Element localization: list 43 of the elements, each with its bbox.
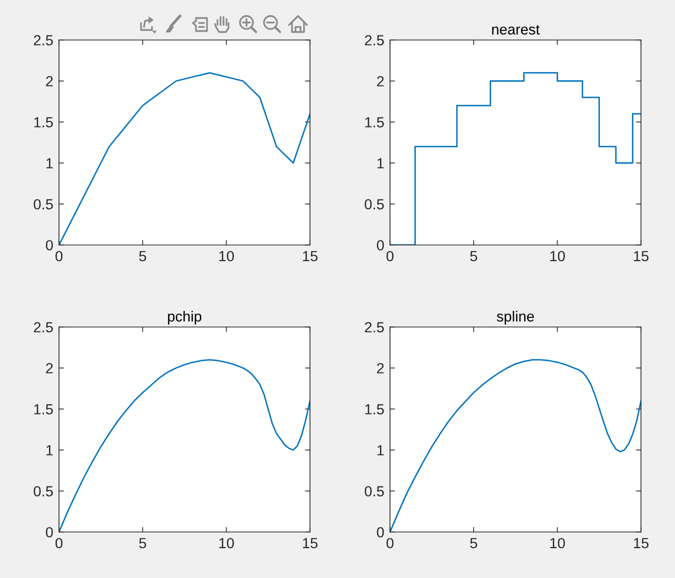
- y-tick-label: 0.5: [364, 486, 384, 496]
- chart-title: pchip: [168, 310, 202, 324]
- y-tick-label: 2: [46, 76, 53, 86]
- y-tick-label: 1: [46, 158, 53, 168]
- y-tick-label: 2.5: [34, 35, 53, 46]
- y-tick-label: 2.5: [364, 322, 384, 332]
- x-tick-label: 5: [470, 251, 478, 262]
- x-tick-label: 0: [56, 250, 62, 262]
- x-tick-label: 15: [634, 538, 648, 548]
- y-tick-label: 2.5: [34, 322, 53, 332]
- x-tick-label: 5: [139, 251, 146, 262]
- y-tick-label: 0.5: [364, 199, 384, 210]
- chart-title: nearest: [492, 25, 540, 35]
- y-tick-label: 1.5: [34, 404, 53, 414]
- x-tick-label: 0: [386, 250, 394, 262]
- y-tick-label: 2.5: [364, 35, 384, 46]
- y-tick-label: 1.5: [365, 404, 384, 414]
- y-tick-label: 0: [46, 240, 53, 250]
- chart-title: spline: [496, 310, 534, 324]
- y-tick-label: 0.5: [34, 486, 53, 496]
- x-tick-label: 15: [303, 251, 318, 262]
- x-tick-label: 0: [386, 538, 394, 548]
- y-tick-label: 1: [377, 445, 384, 456]
- y-tick-label: 1: [46, 445, 53, 456]
- x-tick-label: 10: [219, 250, 234, 262]
- y-tick-label: 2: [46, 363, 53, 374]
- y-tick-label: 1.5: [365, 117, 384, 128]
- x-tick-label: 15: [634, 251, 648, 262]
- y-tick-label: 0: [46, 527, 53, 538]
- x-tick-label: 0: [56, 538, 62, 548]
- y-tick-label: 0: [376, 527, 384, 538]
- y-tick-label: 0: [376, 240, 384, 250]
- y-tick-label: 2: [377, 363, 384, 374]
- x-tick-label: 10: [219, 538, 234, 548]
- y-tick-label: 2: [377, 76, 384, 86]
- y-tick-label: 1: [377, 158, 384, 168]
- y-tick-label: 0.5: [34, 199, 53, 210]
- x-tick-label: 5: [139, 538, 146, 548]
- x-tick-label: 15: [303, 538, 318, 548]
- x-tick-label: 5: [470, 538, 478, 548]
- y-tick-label: 1.5: [34, 117, 53, 128]
- x-tick-label: 10: [550, 538, 565, 548]
- x-tick-label: 10: [550, 250, 565, 262]
